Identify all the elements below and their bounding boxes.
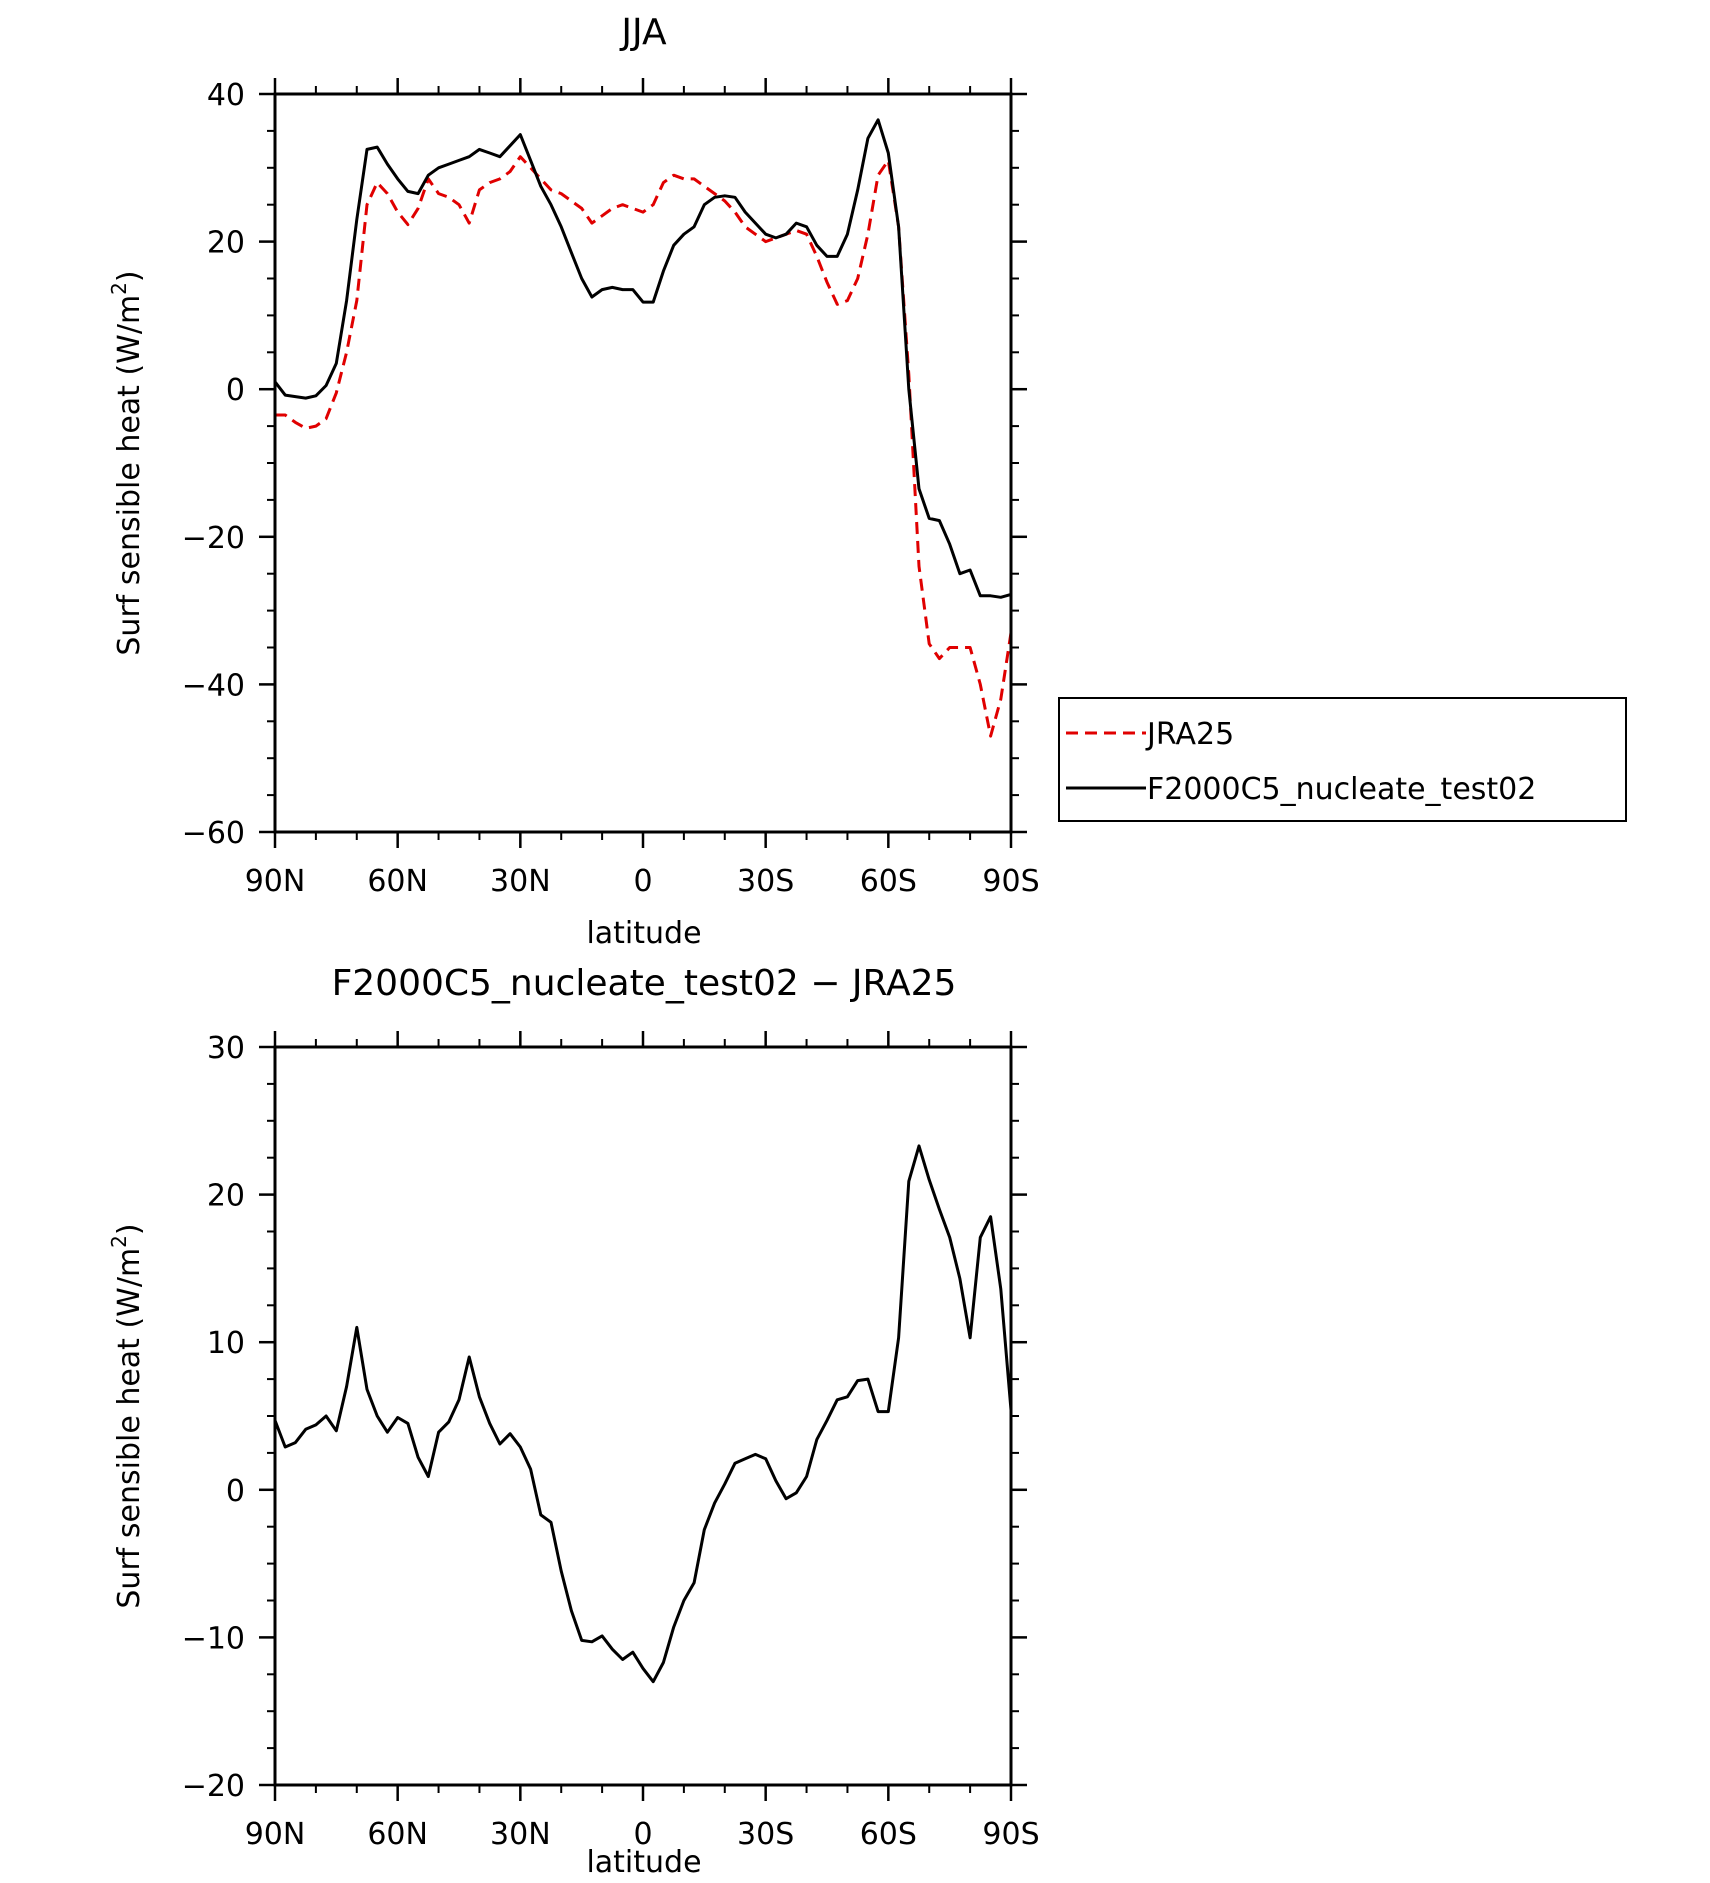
y-tick-label: 20 <box>207 226 245 261</box>
plot-frame <box>273 92 1013 834</box>
chart-title: F2000C5_nucleate_test02 − JRA25 <box>332 963 957 1004</box>
y-axis-title-superscript: 2 <box>107 282 131 295</box>
y-axis-title-superscript: 2 <box>107 1235 131 1248</box>
x-tick-label: 0 <box>633 864 652 899</box>
series-layer <box>273 118 1013 738</box>
y-axis-title-close: ) <box>112 1223 147 1235</box>
x-tick-label: 30S <box>737 864 794 899</box>
legend-label-model: F2000C5_nucleate_test02 <box>1147 772 1536 807</box>
chart-title: JJA <box>619 12 667 53</box>
y-axis-title-text: Surf sensible heat (W/m <box>112 295 147 656</box>
x-axis-title: latitude <box>586 1845 701 1880</box>
legend-box <box>1058 697 1627 822</box>
x-tick-label: 60S <box>860 1817 917 1852</box>
series-line-jra25 <box>275 155 1013 738</box>
x-tick-label: 90N <box>245 864 306 899</box>
y-tick-label: −20 <box>182 521 245 556</box>
x-tick-label: 90S <box>982 1817 1039 1852</box>
y-axis-title-text: Surf sensible heat (W/m <box>112 1248 147 1609</box>
plot-frame <box>273 1045 1013 1787</box>
panel-bottom: F2000C5_nucleate_test02 − JRA25 3020100−… <box>107 963 1040 1880</box>
y-axis-title: Surf sensible heat (W/m2) <box>107 1223 147 1608</box>
x-axis-title: latitude <box>586 916 701 951</box>
series-line <box>273 1144 1013 1684</box>
x-tick-label: 90N <box>245 1817 306 1852</box>
x-tick-label: 0 <box>633 1817 652 1852</box>
x-tick-label: 30S <box>737 1817 794 1852</box>
y-tick-label: 0 <box>226 1474 245 1509</box>
y-tick-label: 30 <box>207 1031 245 1066</box>
y-tick-label: −40 <box>182 668 245 703</box>
y-tick-label: 40 <box>207 78 245 113</box>
x-tick-label: 30N <box>490 1817 551 1852</box>
legend-label-jra25: JRA25 <box>1145 717 1234 752</box>
legend: JRA25 F2000C5_nucleate_test02 <box>1058 697 1627 822</box>
y-tick-label: 20 <box>207 1179 245 1214</box>
x-tick-label: 60N <box>367 1817 428 1852</box>
x-tick-label: 60N <box>367 864 428 899</box>
y-tick-label: −10 <box>182 1621 245 1656</box>
x-tick-label: 60S <box>860 864 917 899</box>
y-tick-label: −60 <box>182 816 245 851</box>
y-tick-label: −20 <box>182 1769 245 1804</box>
series-line-f2000c5-nucleate-test02 <box>273 118 1012 599</box>
x-tick-label: 90S <box>982 864 1039 899</box>
series-layer <box>273 1144 1013 1684</box>
y-tick-label: 0 <box>226 373 245 408</box>
y-axis-title-close: ) <box>112 270 147 282</box>
x-tick-label: 30N <box>490 864 551 899</box>
y-axis-title: Surf sensible heat (W/m2) <box>107 270 147 655</box>
y-tick-label: 10 <box>207 1326 245 1361</box>
